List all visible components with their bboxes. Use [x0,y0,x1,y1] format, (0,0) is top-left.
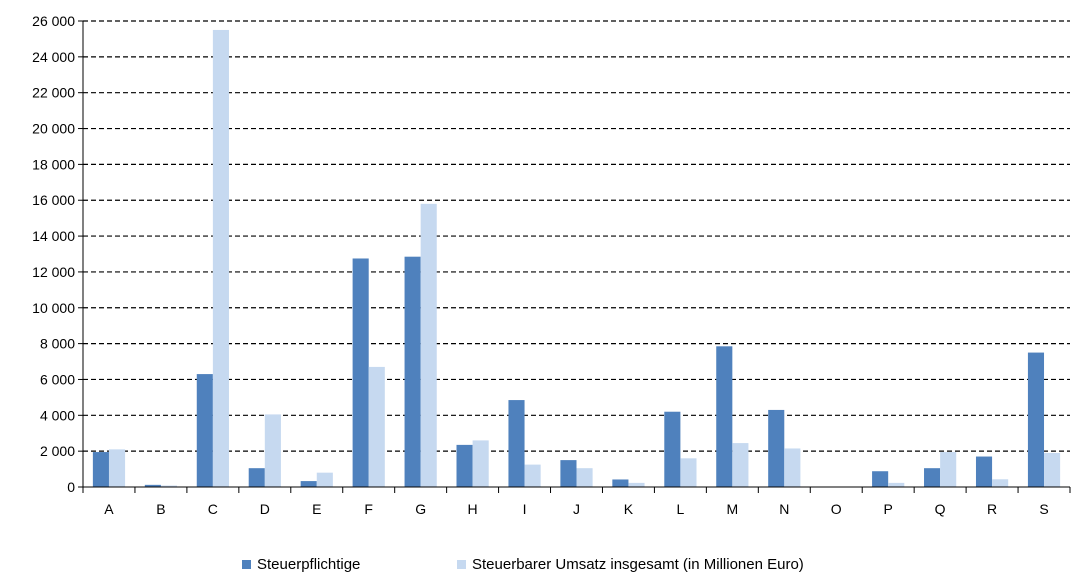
y-tick-label: 26 000 [32,13,75,29]
legend-label: Steuerbarer Umsatz insgesamt (in Million… [472,556,804,573]
x-tick-label: R [987,501,997,517]
bar-steuerpflichtige-l [664,411,681,487]
bar-steuerpflichtige-n [768,409,785,487]
legend-swatch [242,560,251,569]
bar-steuerpflichtige-m [716,346,733,487]
bar-umsatz-b [160,485,178,487]
x-tick-label: P [884,501,893,517]
bar-steuerpflichtige-i [508,400,525,487]
x-tick-label: E [312,501,321,517]
y-tick-label: 0 [67,479,75,495]
bar-umsatz-i [524,464,541,487]
y-tick-label: 20 000 [32,121,75,137]
bar-steuerpflichtige-c [196,374,213,487]
bar-steuerpflichtige-j [560,460,577,487]
bar-steuerpflichtige-g [404,256,421,487]
y-tick-label: 4 000 [40,407,75,423]
legend: Steuerpflichtige Steuerbarer Umsatz insge… [242,556,804,573]
x-tick-label: B [156,501,165,517]
legend-swatch [457,560,466,569]
y-tick-label: 2 000 [40,443,75,459]
bars [92,29,1061,488]
y-tick-label: 8 000 [40,336,75,352]
bar-steuerpflichtige-k [612,479,629,487]
y-tick-label: 24 000 [32,49,75,65]
y-tick-label: 14 000 [32,228,75,244]
bar-steuerpflichtige-e [300,481,317,487]
bar-steuerpflichtige-d [248,468,265,487]
bar-umsatz-n [784,448,801,487]
x-tick-label: J [573,501,580,517]
x-axis-ticks: A B C D E F G H I J K L M N O P Q R S [82,487,1071,517]
bar-umsatz-s [1044,452,1061,487]
y-tick-label: 12 000 [32,264,75,280]
x-tick-label: F [364,501,373,517]
bar-umsatz-p [888,482,905,487]
bar-steuerpflichtige-p [872,471,889,487]
x-tick-label: O [831,501,842,517]
bar-steuerpflichtige-a [92,452,109,487]
bar-umsatz-e [316,472,333,487]
bar-umsatz-m [732,443,749,487]
y-tick-label: 10 000 [32,300,75,316]
x-tick-label: A [104,501,114,517]
bar-umsatz-l [680,458,697,487]
bar-steuerpflichtige-s [1027,352,1045,487]
axes [82,21,1070,488]
bar-steuerpflichtige-b [144,484,161,487]
x-tick-label: N [779,501,789,517]
legend-label: Steuerpflichtige [257,556,360,573]
bar-umsatz-j [576,468,593,487]
x-tick-label: K [624,501,634,517]
y-tick-label: 6 000 [40,371,75,387]
y-tick-label: 22 000 [32,85,75,101]
x-tick-label: I [523,501,527,517]
x-tick-label: L [676,501,684,517]
x-tick-label: D [260,501,270,517]
bar-steuerpflichtige-h [456,444,473,487]
x-tick-label: G [415,501,426,517]
y-axis-ticks: 0 2 000 4 000 6 000 8 000 10 000 12 000 14 000 1… [32,13,83,495]
bar-steuerpflichtige-f [352,258,369,487]
bar-umsatz-q [940,452,957,487]
bar-steuerpflichtige-r [975,456,993,487]
y-tick-label: 18 000 [32,156,75,172]
x-tick-label: H [468,501,478,517]
bar-umsatz-k [628,482,645,487]
x-tick-label: C [208,501,218,517]
bar-umsatz-a [108,449,126,487]
y-tick-label: 16 000 [32,192,75,208]
bar-umsatz-c [212,29,229,487]
bar-umsatz-h [472,440,489,487]
gridlines [83,20,1070,452]
x-tick-label: Q [935,501,946,517]
x-tick-label: M [727,501,739,517]
bar-steuerpflichtige-q [924,468,941,487]
bar-umsatz-r [992,479,1009,487]
bar-umsatz-d [264,414,281,487]
x-tick-label: S [1039,501,1048,517]
bar-umsatz-g [420,203,437,488]
bar-umsatz-f [368,366,385,487]
